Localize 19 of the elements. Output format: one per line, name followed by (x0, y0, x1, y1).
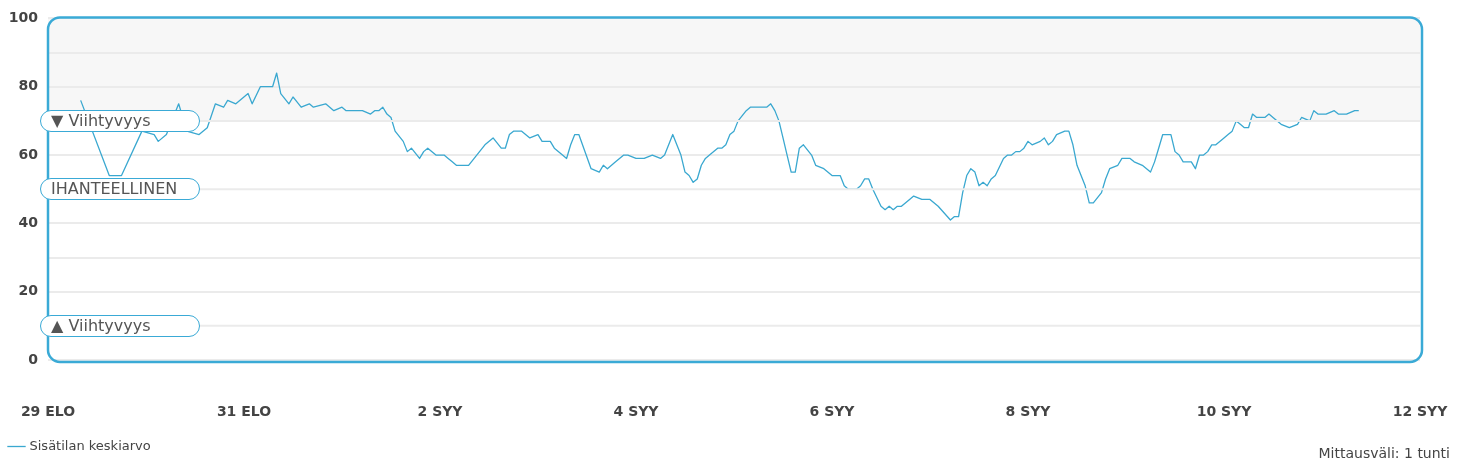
x-tick-label: 29 ELO (20, 403, 76, 420)
y-tick-label: 40 (18, 214, 39, 230)
y-tick-label: 60 (18, 145, 39, 162)
y-tick-label: 80 (18, 77, 39, 94)
x-tick-label: 31 ELO (216, 403, 272, 420)
x-tick-label: 12 SYY (1392, 403, 1449, 420)
x-tick-label: 6 SYY (809, 403, 856, 420)
y-tick-label: 0 (28, 350, 39, 367)
pill-label: ▼ Viihtyvyys (40, 109, 200, 132)
y-tick-label: 100 (8, 9, 39, 26)
text: Mittausväli: 1 tunti (1318, 445, 1450, 461)
legend-label: Sisätilan keskiarvo (29, 437, 151, 453)
x-tick-label: 8 SYY (1005, 403, 1052, 420)
pill-label: IHANTEELLINEN (40, 178, 200, 201)
x-tick-label: 2 SYY (417, 403, 464, 420)
x-tick-label: 10 SYY (1196, 403, 1253, 420)
pill-label: ▲ Viihtyvyys (40, 314, 200, 337)
y-tick-label: 20 (18, 282, 39, 299)
x-tick-label: 4 SYY (613, 403, 660, 420)
